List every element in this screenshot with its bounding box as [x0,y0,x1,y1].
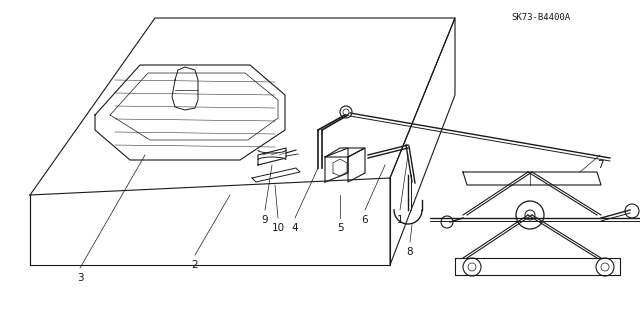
Text: 4: 4 [292,223,298,233]
Text: 7: 7 [596,160,604,170]
Text: 10: 10 [271,223,285,233]
Text: 6: 6 [362,215,368,225]
Text: SK73-B4400A: SK73-B4400A [511,13,570,22]
Text: 9: 9 [262,215,268,225]
Text: 2: 2 [192,260,198,270]
Text: 8: 8 [406,247,413,257]
Text: 3: 3 [77,273,83,283]
Text: 5: 5 [337,223,343,233]
Text: 1: 1 [397,215,403,225]
